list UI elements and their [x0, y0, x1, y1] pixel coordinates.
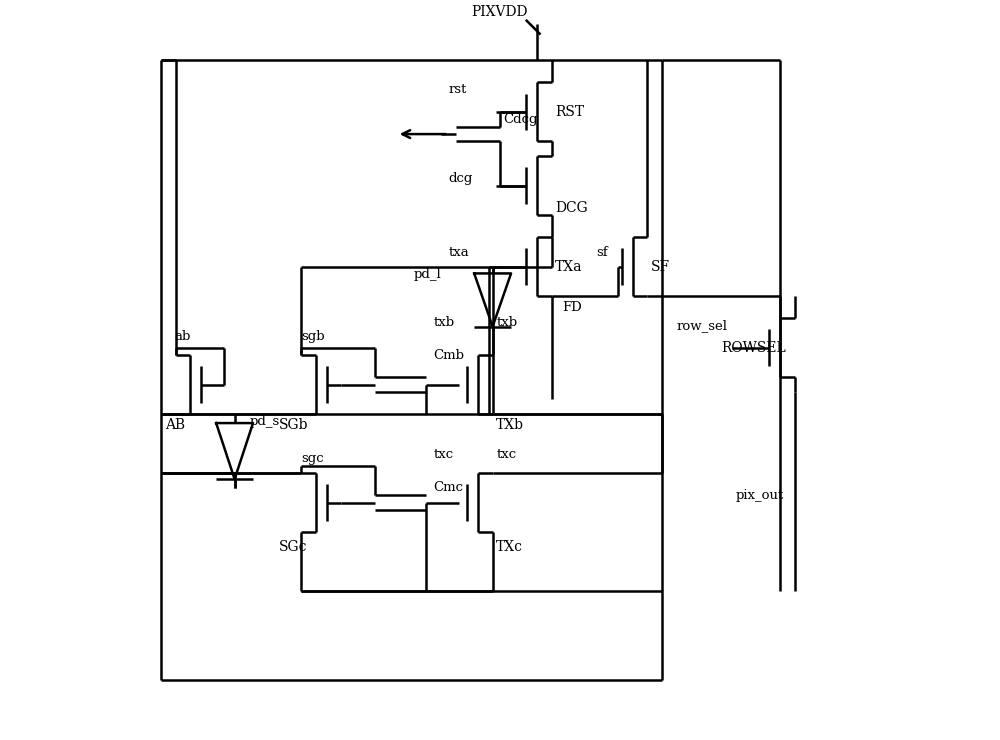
Text: pd_l: pd_l: [413, 268, 441, 280]
Text: FD: FD: [563, 301, 582, 314]
Text: SGb: SGb: [279, 418, 308, 432]
Text: txc: txc: [496, 448, 516, 461]
Text: TXa: TXa: [555, 260, 583, 274]
Text: dcg: dcg: [448, 172, 473, 185]
Text: rst: rst: [448, 84, 467, 96]
Text: pix_out: pix_out: [736, 489, 784, 502]
Text: TXb: TXb: [496, 418, 524, 432]
Text: Cdcg: Cdcg: [504, 112, 538, 126]
Text: txa: txa: [448, 246, 469, 258]
Text: RST: RST: [555, 105, 584, 119]
Text: txc: txc: [434, 448, 454, 461]
Text: SGc: SGc: [279, 540, 307, 554]
Text: SF: SF: [651, 260, 670, 274]
Text: txb: txb: [434, 315, 455, 329]
Text: sgb: sgb: [301, 330, 325, 343]
Text: PIXVDD: PIXVDD: [472, 5, 528, 19]
Text: Cmb: Cmb: [434, 349, 465, 362]
Text: txb: txb: [496, 315, 517, 329]
Text: sgc: sgc: [301, 452, 324, 465]
Text: TXc: TXc: [496, 540, 523, 554]
Text: Cmc: Cmc: [434, 482, 464, 494]
Text: sf: sf: [596, 246, 607, 258]
Text: AB: AB: [166, 418, 186, 432]
Text: ab: ab: [175, 330, 191, 343]
Polygon shape: [474, 273, 511, 326]
Text: ROWSEL: ROWSEL: [721, 341, 786, 355]
Text: row_sel: row_sel: [677, 319, 728, 332]
Text: DCG: DCG: [555, 201, 588, 215]
Text: pd_s: pd_s: [249, 415, 280, 428]
Polygon shape: [216, 423, 253, 479]
